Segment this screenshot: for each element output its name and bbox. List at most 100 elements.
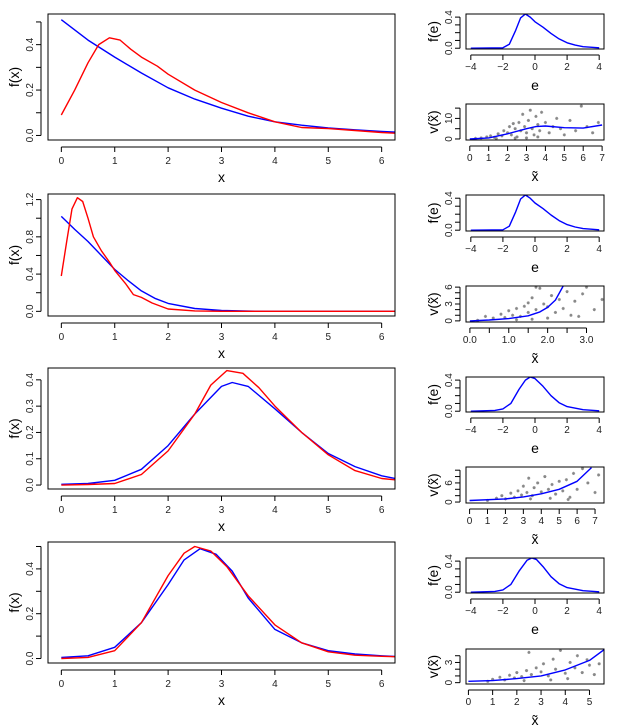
- x-tick-label: 3: [524, 153, 530, 164]
- panel-8: −4 −2 0 2 4 e 0.0 0.4f(e): [425, 373, 605, 456]
- data-point: [494, 136, 498, 140]
- data-point: [568, 660, 572, 665]
- data-point: [488, 134, 493, 138]
- y-tick-label: 0.1: [25, 451, 36, 465]
- data-point: [507, 309, 511, 313]
- x-tick-label: 6: [580, 153, 586, 164]
- fitted-curve: [468, 649, 604, 682]
- data-point: [591, 131, 595, 135]
- data-point: [592, 672, 596, 677]
- x-tick-label: −4: [465, 244, 477, 255]
- x-tick-label: 1: [112, 679, 118, 690]
- x-tick-label: 4: [272, 156, 278, 167]
- data-point: [520, 674, 524, 679]
- x-tick-label: −4: [465, 62, 477, 73]
- data-point: [514, 318, 519, 322]
- data-point: [580, 670, 584, 675]
- x-tick-label: 3: [219, 505, 225, 516]
- y-tick-label: 0: [444, 679, 455, 685]
- data-point: [555, 116, 559, 120]
- x-tick-label: 0: [466, 697, 472, 708]
- data-point: [542, 302, 546, 306]
- data-point: [563, 671, 567, 675]
- data-point: [511, 121, 515, 126]
- x-axis-label: x̃: [532, 168, 539, 184]
- plot-frame: [465, 466, 605, 504]
- x-axis-label: x: [218, 518, 225, 534]
- y-tick-label: 0.0: [25, 651, 36, 665]
- data-point: [522, 304, 526, 308]
- x-axis-label: x̃: [532, 350, 539, 366]
- data-point: [573, 299, 577, 303]
- y-tick-label: 0.0: [25, 128, 36, 142]
- y-tick-label: 3: [444, 659, 455, 665]
- x-tick-label: 1: [112, 505, 118, 516]
- fitted-curve: [470, 195, 600, 231]
- data-point: [532, 486, 536, 490]
- data-point: [562, 133, 566, 137]
- y-axis-label: f(x): [6, 592, 22, 612]
- x-axis-label: e: [531, 621, 539, 637]
- data-point: [527, 476, 531, 480]
- data-point: [541, 662, 546, 666]
- plot-frame: [465, 557, 605, 594]
- fitted-curve: [470, 14, 600, 49]
- data-point: [547, 131, 551, 135]
- x-tick-label: 5: [325, 505, 331, 516]
- panel-9: 0 1 2 3 4 5 6 7x̃06v(x̃): [425, 466, 605, 547]
- panel-3: 0 1 2 3 4 5 6 7 x̃ 0 10v(x̃): [425, 103, 605, 184]
- data-point: [600, 297, 604, 302]
- x-tick-label: 4: [596, 425, 602, 436]
- x-tick-label: 4: [596, 244, 602, 255]
- data-point: [596, 120, 600, 125]
- data-point: [509, 133, 513, 137]
- plot-frame: [47, 541, 396, 664]
- data-point: [526, 310, 530, 315]
- data-point: [534, 308, 538, 312]
- data-point: [585, 658, 589, 662]
- data-point: [528, 108, 532, 112]
- data-point: [592, 308, 596, 312]
- data-point: [530, 127, 534, 131]
- plot-frame: [47, 13, 396, 141]
- data-point: [500, 494, 504, 498]
- y-tick-label: 0.8: [25, 229, 36, 243]
- scatter-points: [485, 467, 601, 503]
- data-point: [575, 654, 579, 658]
- data-point: [546, 487, 551, 491]
- panel-1: 0 1 2 3 4 5 6 x 0.0 0.2 0.4 f(x): [6, 13, 396, 185]
- panel-12: 0 1 2 3 4 5x̃03v(x̃): [425, 648, 605, 726]
- y-tick-label: 0.2: [25, 83, 36, 97]
- x-tick-label: 2: [165, 505, 171, 516]
- data-point: [561, 489, 565, 493]
- x-tick-label: 5: [562, 153, 568, 164]
- x-tick-label: −2: [497, 244, 509, 255]
- x-tick-label: 3: [219, 156, 225, 167]
- data-point: [539, 670, 543, 674]
- data-point: [561, 306, 565, 311]
- x-tick-label: 1: [112, 156, 118, 167]
- data-point: [527, 650, 531, 654]
- y-axis-label: v(x̃): [425, 473, 441, 496]
- plot-frame: [465, 376, 605, 413]
- plot-frame: [465, 194, 605, 232]
- x-tick-label: 0: [532, 425, 538, 436]
- data-point: [503, 315, 507, 320]
- plot-frame: [47, 367, 396, 490]
- x-tick-label: 1: [112, 332, 118, 343]
- data-point: [526, 118, 530, 123]
- data-point: [511, 313, 515, 317]
- data-point: [502, 129, 506, 133]
- data-point: [580, 467, 585, 471]
- y-tick-label: 0.0: [25, 478, 36, 492]
- x-axis-label: e: [531, 259, 539, 275]
- data-point: [543, 120, 547, 125]
- x-tick-label: 0: [59, 156, 65, 167]
- y-axis-label: f(e): [425, 203, 441, 224]
- data-point: [573, 666, 577, 670]
- data-point: [538, 129, 542, 133]
- panel-7: 0 1 2 3 4 5 6 x 0.0 0.1 0.2 0.3 0.4 f(x): [6, 367, 396, 534]
- x-tick-label: 0: [532, 62, 538, 73]
- x-axis-label: x: [218, 692, 225, 708]
